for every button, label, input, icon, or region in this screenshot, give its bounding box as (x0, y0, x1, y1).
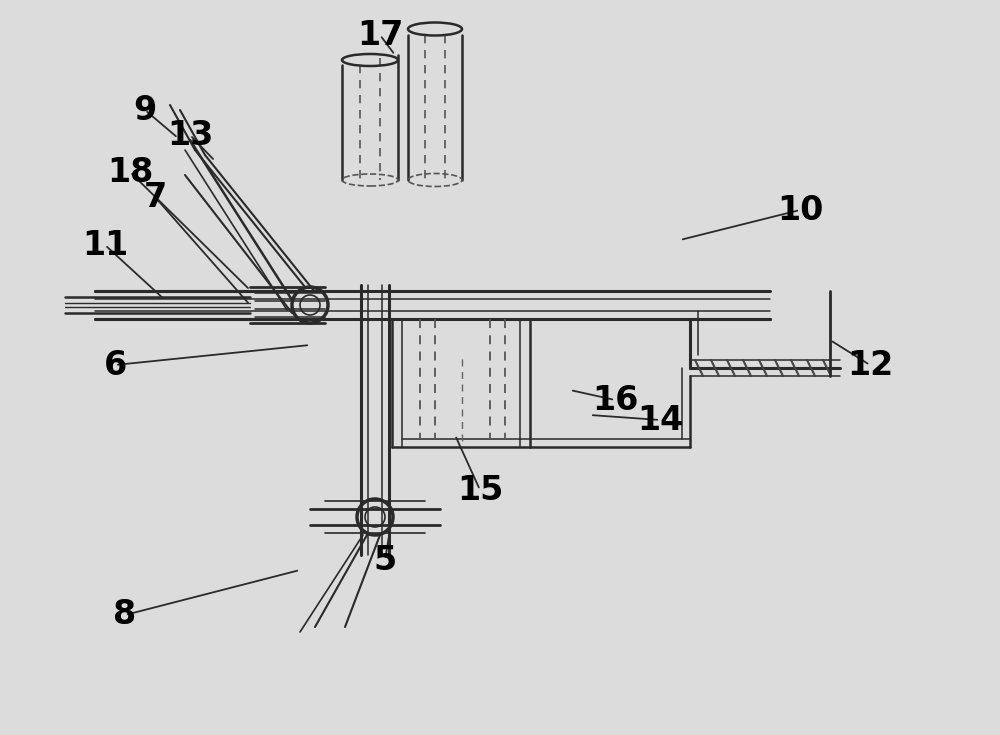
Text: 12: 12 (847, 348, 893, 381)
Text: 14: 14 (637, 404, 683, 437)
Text: 8: 8 (113, 598, 137, 631)
Text: 13: 13 (167, 118, 213, 151)
Text: 16: 16 (592, 384, 638, 417)
Text: 9: 9 (133, 93, 157, 126)
Text: 7: 7 (143, 181, 167, 213)
Text: 17: 17 (357, 18, 403, 51)
Text: 10: 10 (777, 193, 823, 226)
Text: 15: 15 (457, 473, 503, 506)
Text: 18: 18 (107, 156, 153, 188)
Text: 5: 5 (373, 543, 397, 576)
Text: 11: 11 (82, 229, 128, 262)
Text: 6: 6 (103, 348, 127, 381)
